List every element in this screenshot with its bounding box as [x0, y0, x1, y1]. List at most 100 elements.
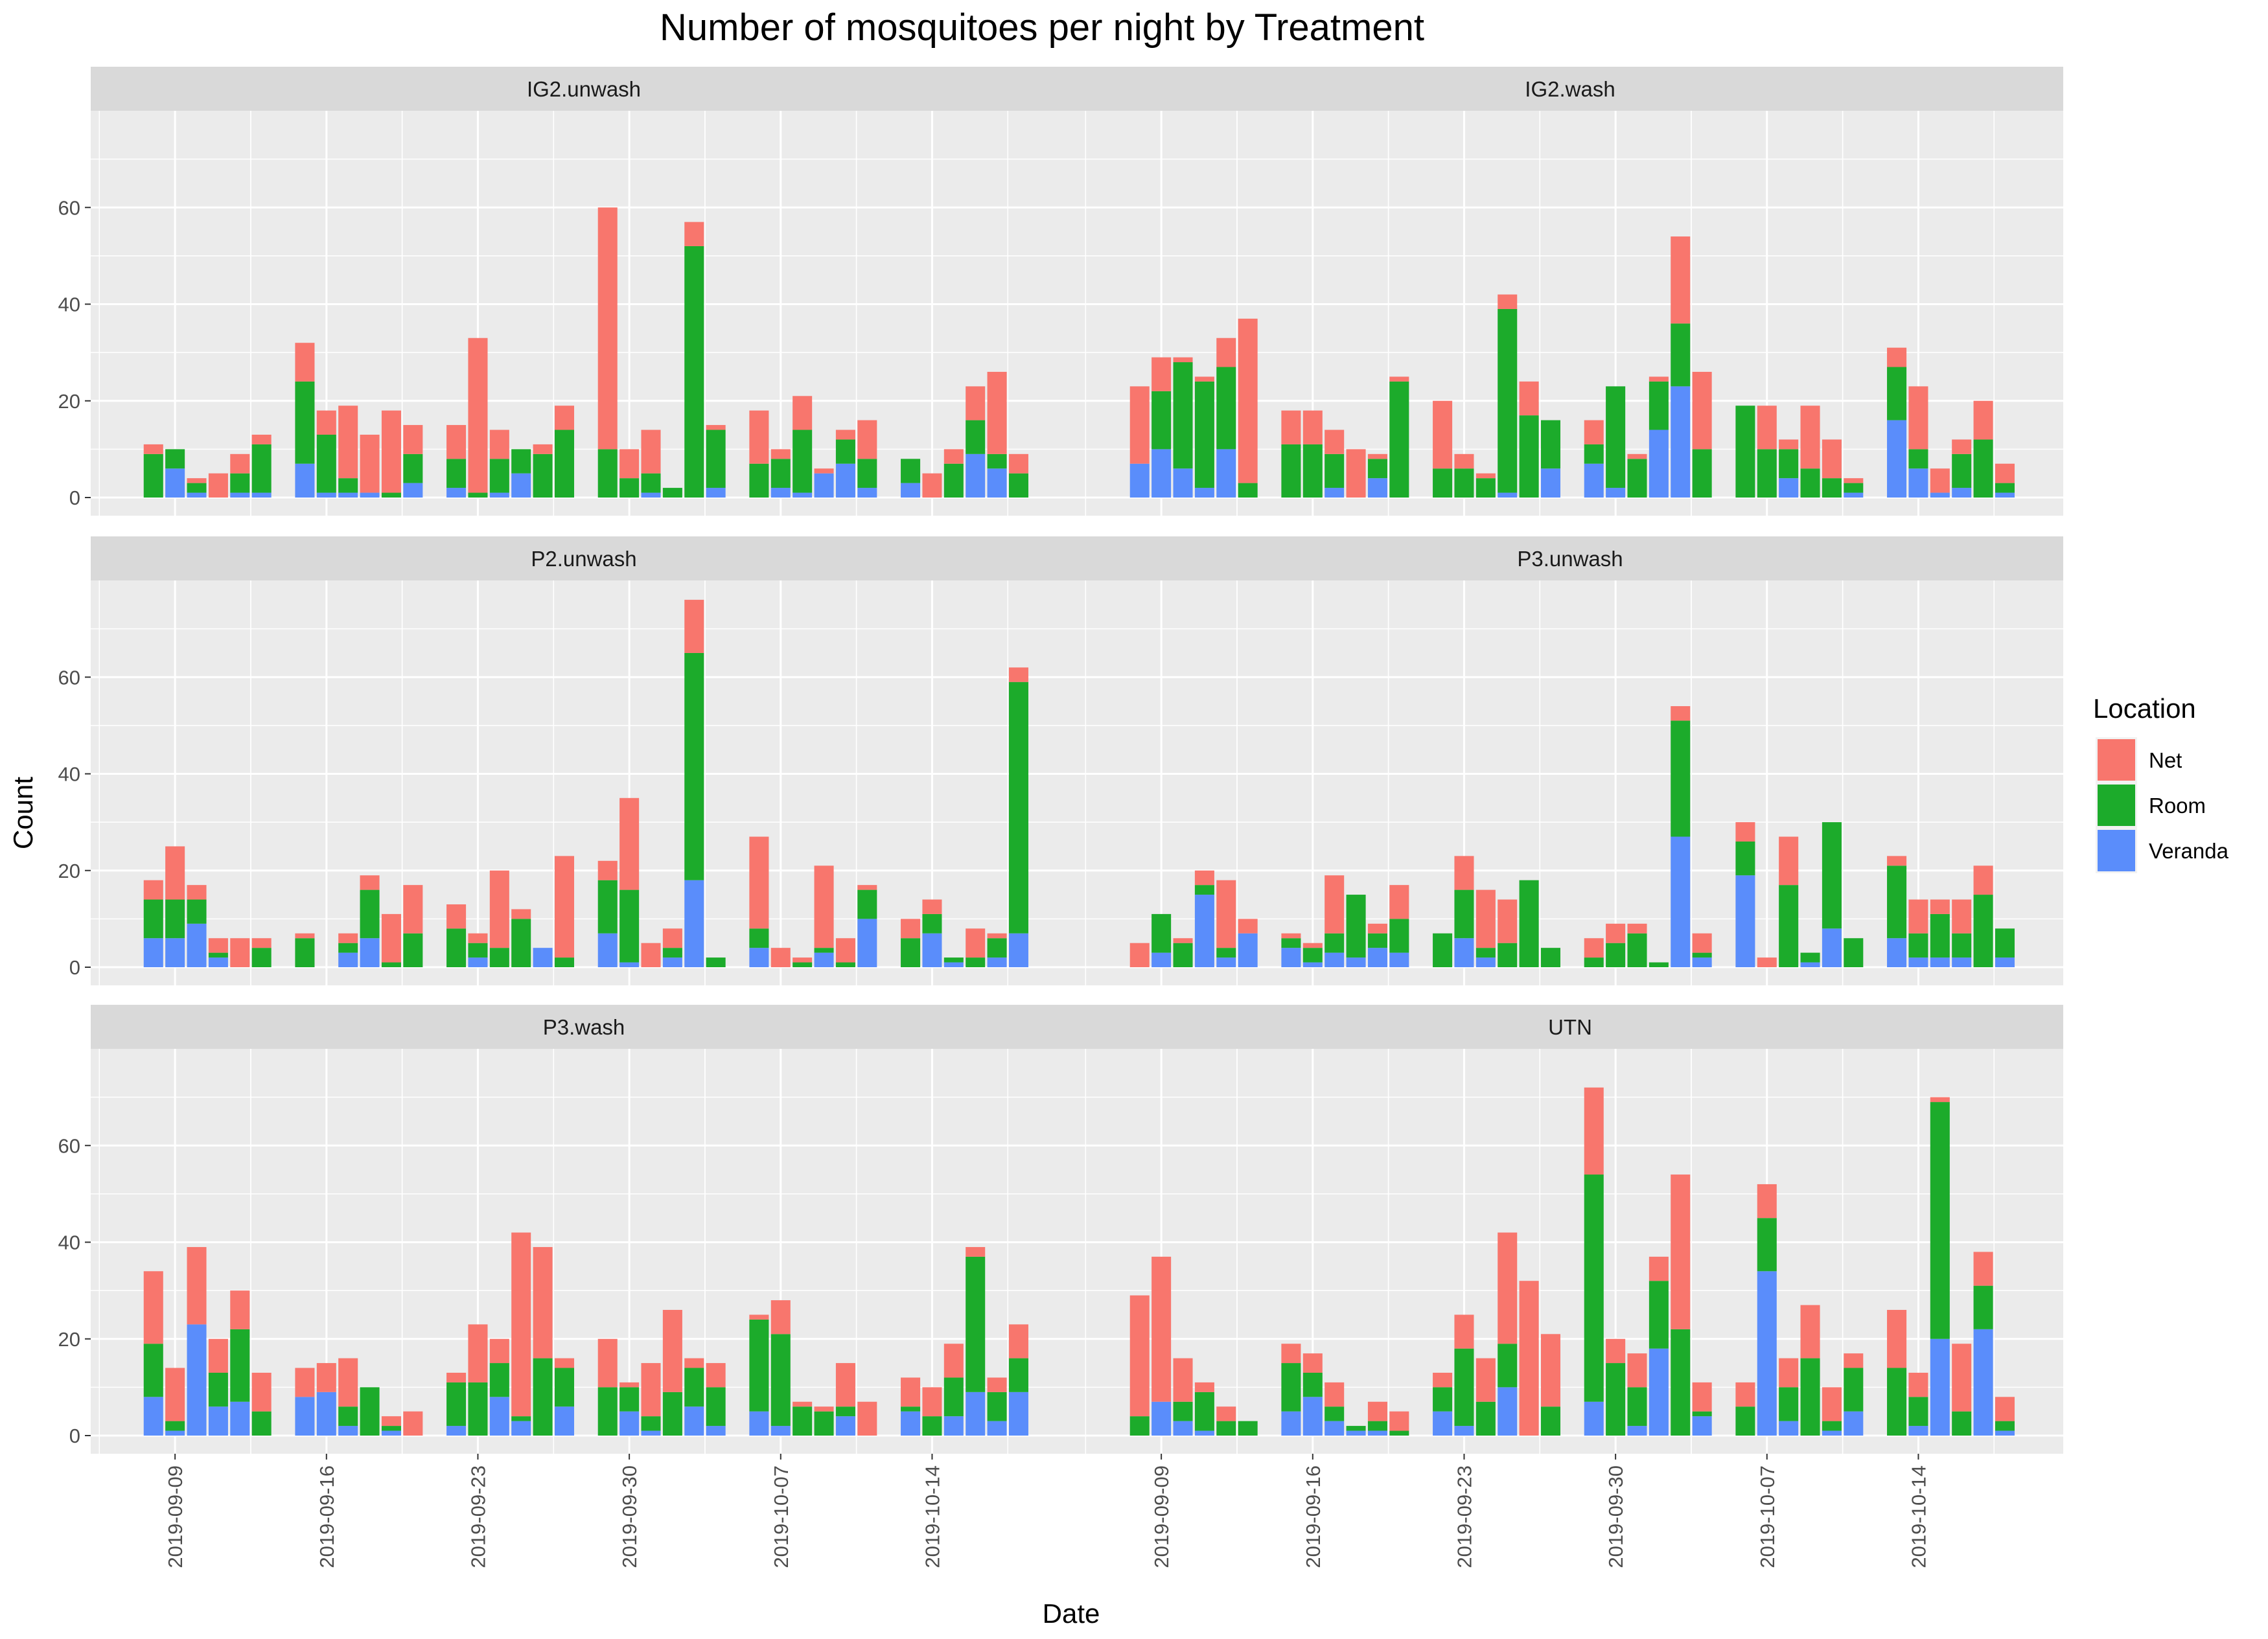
bar-stack	[533, 948, 553, 967]
bar-segment-room	[251, 1411, 272, 1436]
bar-segment-net	[1887, 856, 1907, 866]
bar-segment-room	[1498, 1344, 1518, 1388]
y-tick-label: 60	[58, 666, 80, 689]
bar-stack	[770, 1300, 791, 1436]
bar-segment-net	[338, 1358, 358, 1407]
bar-segment-room	[835, 962, 855, 967]
bar-segment-veranda	[857, 488, 877, 498]
bar-segment-veranda	[1151, 449, 1172, 498]
bar-stack	[489, 430, 509, 498]
bar-stack	[316, 410, 336, 498]
bar-segment-room	[1540, 420, 1561, 469]
bar-segment-net	[1433, 400, 1453, 469]
bar-stack	[793, 957, 813, 967]
bar-segment-room	[554, 1368, 575, 1407]
bar-segment-room	[1800, 468, 1820, 498]
bar-segment-net	[770, 449, 791, 459]
legend: Location Net Room Veranda	[2093, 693, 2229, 873]
bar-segment-net	[1216, 338, 1236, 367]
bar-segment-room	[446, 928, 467, 967]
bar-segment-room	[533, 1358, 553, 1436]
bar-segment-net	[1129, 386, 1150, 464]
bar-stack	[1822, 439, 1842, 498]
bar-segment-veranda	[295, 1397, 315, 1436]
bar-stack	[1216, 1406, 1236, 1436]
bar-segment-room	[749, 1319, 769, 1412]
bar-stack	[1671, 236, 1691, 498]
bar-segment-room	[1389, 1430, 1409, 1436]
bar-stack	[208, 938, 228, 967]
facet-strip	[91, 1005, 1077, 1049]
bar-segment-net	[770, 948, 791, 967]
bar-stack	[641, 430, 661, 498]
bar-stack	[1540, 948, 1561, 967]
bar-segment-veranda	[1908, 957, 1928, 967]
bar-segment-room	[1779, 449, 1799, 479]
bar-stack	[662, 488, 682, 498]
bar-segment-net	[381, 410, 401, 493]
bar-stack	[1346, 449, 1366, 498]
bar-segment-net	[165, 846, 185, 900]
bar-stack	[1908, 386, 1928, 498]
bar-segment-veranda	[230, 492, 250, 498]
bar-stack	[1952, 439, 1972, 498]
bar-segment-net	[1367, 1401, 1387, 1421]
bar-segment-net	[468, 933, 488, 943]
chart-title: Number of mosquitoes per night by Treatm…	[660, 6, 1424, 49]
bar-segment-net	[1194, 376, 1214, 382]
facet-strip	[91, 67, 1077, 111]
bar-segment-net	[987, 371, 1007, 454]
bar-stack	[1194, 870, 1214, 967]
bar-segment-net	[1735, 822, 1755, 842]
bar-segment-veranda	[901, 483, 921, 498]
bar-segment-room	[1995, 1421, 2015, 1431]
bar-stack	[1433, 933, 1453, 967]
bar-segment-room	[619, 478, 640, 498]
x-tick-label: 2019-09-09	[1150, 1465, 1173, 1568]
bar-segment-room	[403, 453, 423, 483]
bar-segment-room	[619, 1387, 640, 1412]
bar-segment-veranda	[1930, 957, 1950, 967]
bar-stack	[1216, 338, 1236, 498]
bar-segment-net	[770, 1300, 791, 1335]
bar-segment-net	[403, 885, 423, 934]
bar-stack	[835, 1363, 855, 1436]
bar-segment-room	[1671, 720, 1691, 837]
bar-stack	[1952, 1344, 1972, 1436]
bar-segment-veranda	[143, 938, 163, 967]
bar-segment-room	[1173, 1401, 1193, 1421]
y-tick-label: 40	[58, 1232, 80, 1254]
bar-stack	[1757, 957, 1777, 967]
bar-segment-net	[1887, 347, 1907, 367]
bar-stack	[165, 846, 185, 967]
bar-segment-net	[1173, 938, 1193, 943]
bar-segment-net	[1238, 318, 1258, 483]
bar-segment-room	[943, 463, 964, 498]
bar-segment-room	[1757, 449, 1777, 498]
bar-segment-room	[187, 483, 207, 493]
facet-label: IG2.unwash	[527, 77, 641, 101]
legend-key-veranda	[2098, 830, 2135, 871]
bar-segment-net	[230, 453, 250, 474]
bar-stack	[165, 449, 185, 498]
bar-segment-veranda	[1454, 1426, 1474, 1436]
bar-segment-veranda	[1649, 1348, 1669, 1436]
bar-segment-room	[1844, 483, 1864, 493]
bar-segment-room	[835, 439, 855, 464]
bar-segment-net	[1671, 706, 1691, 721]
bar-stack	[966, 928, 986, 967]
bar-segment-net	[1367, 453, 1387, 459]
bar-segment-net	[1779, 836, 1799, 886]
bar-stack	[1325, 430, 1345, 498]
bar-segment-net	[208, 473, 228, 498]
bar-segment-room	[468, 492, 488, 498]
bar-segment-room	[770, 1334, 791, 1427]
bar-stack	[511, 1232, 531, 1436]
bar-segment-net	[1606, 923, 1626, 943]
bar-segment-veranda	[966, 453, 986, 498]
bar-segment-veranda	[793, 492, 813, 498]
facet-label: UTN	[1548, 1015, 1592, 1039]
bar-segment-net	[1281, 1344, 1301, 1364]
bar-segment-room	[619, 889, 640, 963]
bar-stack	[381, 1416, 401, 1436]
